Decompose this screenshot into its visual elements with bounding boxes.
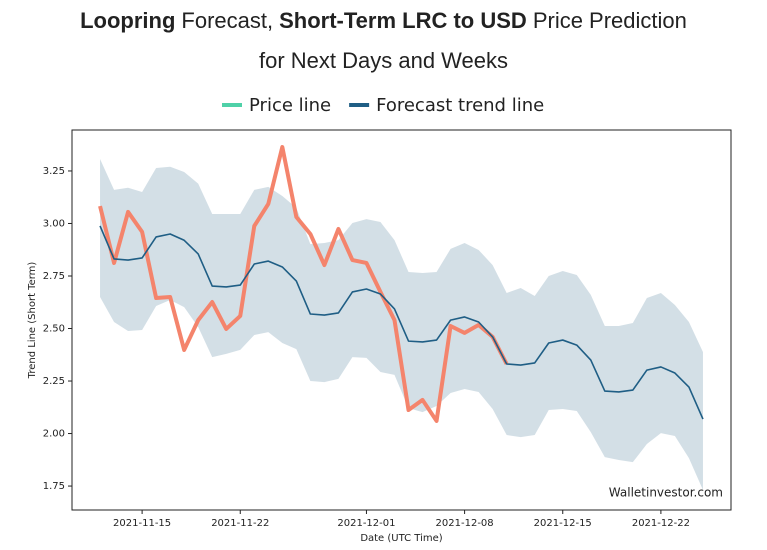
legend-label: Forecast trend line [376, 95, 544, 116]
series-line [98, 145, 509, 423]
chart-title: for Next Days and Weeks [0, 48, 767, 74]
title-part: Short-Term LRC to USD [279, 8, 527, 33]
y-tick-label: 2.25 [43, 376, 65, 387]
series-line [99, 225, 704, 420]
chart-title: Loopring Forecast, Short-Term LRC to USD Pr… [0, 8, 767, 34]
title-part: Loopring [80, 8, 176, 33]
y-tick-label: 3.25 [43, 166, 65, 177]
y-axis-label: Trend Line (Short Term) [27, 262, 38, 380]
x-tick-label: 2021-12-08 [436, 518, 494, 529]
title-part: Forecast, [181, 8, 274, 33]
x-tick-label: 2021-11-22 [211, 518, 269, 529]
x-tick-label: 2021-11-15 [113, 518, 171, 529]
x-axis-label: Date (UTC Time) [360, 533, 442, 544]
y-tick-label: 2.00 [43, 429, 65, 440]
watermark: Walletinvestor.com [609, 486, 723, 500]
title-part: for Next Days and Weeks [258, 48, 509, 73]
y-tick-label: 2.75 [43, 271, 65, 282]
y-tick-label: 2.50 [43, 324, 65, 335]
legend-label: Price line [249, 95, 331, 116]
y-tick-label: 3.00 [43, 218, 65, 229]
plot-frame [71, 129, 732, 511]
x-tick-label: 2021-12-22 [632, 518, 690, 529]
title-part: Price Prediction [532, 8, 687, 33]
x-tick-label: 2021-12-01 [337, 518, 395, 529]
y-tick-label: 1.75 [43, 481, 65, 492]
x-tick-label: 2021-12-15 [534, 518, 592, 529]
